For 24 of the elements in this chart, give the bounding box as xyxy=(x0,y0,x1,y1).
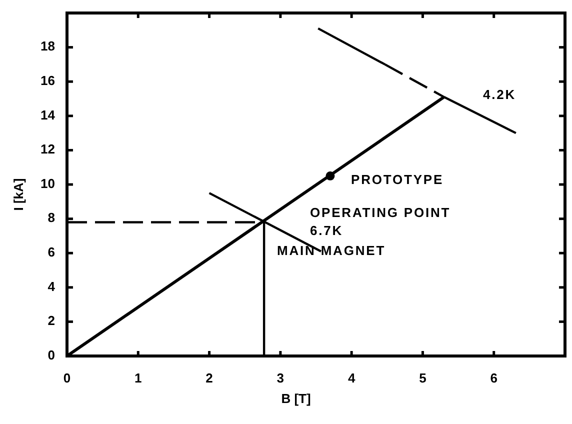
y-tick-label: 16 xyxy=(40,73,55,88)
x-tick-label: 2 xyxy=(206,370,213,386)
annotation: 6.7K xyxy=(310,223,344,238)
annotation: 4.2K xyxy=(483,87,516,102)
y-tick-label: 6 xyxy=(48,244,55,260)
x-tick-label: 4 xyxy=(348,370,356,386)
x-axis-title: B [T] xyxy=(281,391,311,406)
x-tick-label: 6 xyxy=(490,370,498,386)
y-tick-label: 0 xyxy=(48,347,55,362)
annotation: MAIN MAGNET xyxy=(277,243,386,258)
annotation: PROTOTYPE xyxy=(351,172,444,188)
x-tick-label: 5 xyxy=(419,370,426,386)
y-tick-label: 12 xyxy=(40,142,55,157)
y-tick-label: 14 xyxy=(40,107,56,122)
x-tick-label: 1 xyxy=(134,370,142,386)
x-tick-label: 3 xyxy=(276,370,284,386)
y-tick-label: 8 xyxy=(48,210,55,226)
annotation: OPERATING POINT xyxy=(310,205,451,220)
y-tick-label: 18 xyxy=(40,38,55,54)
y-tick-label: 4 xyxy=(48,278,56,294)
y-tick-label: 2 xyxy=(48,313,55,328)
x-tick-label: 0 xyxy=(63,370,71,386)
y-axis-title: I [kA] xyxy=(11,178,26,211)
y-tick-label: 10 xyxy=(40,176,55,191)
